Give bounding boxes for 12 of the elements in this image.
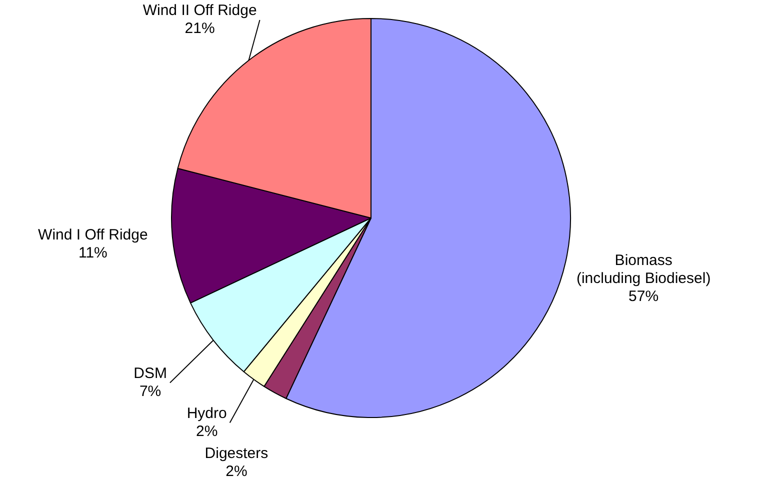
data-label: 21%: [184, 20, 215, 38]
data-label: 7%: [139, 382, 162, 400]
slice-label: Wind I Off Ridge: [38, 226, 148, 244]
data-label: 2%: [196, 422, 218, 440]
slice-label: Digesters: [204, 444, 268, 462]
slice-label: Biomass (including Biodiesel): [576, 252, 711, 288]
slice-label: Wind II Off Ridge: [142, 2, 257, 20]
data-label: 11%: [78, 244, 108, 262]
data-label: 2%: [226, 462, 248, 480]
data-label: 57%: [628, 288, 659, 306]
slice-label: Hydro: [186, 404, 227, 422]
slice-label: DSM: [134, 364, 167, 382]
